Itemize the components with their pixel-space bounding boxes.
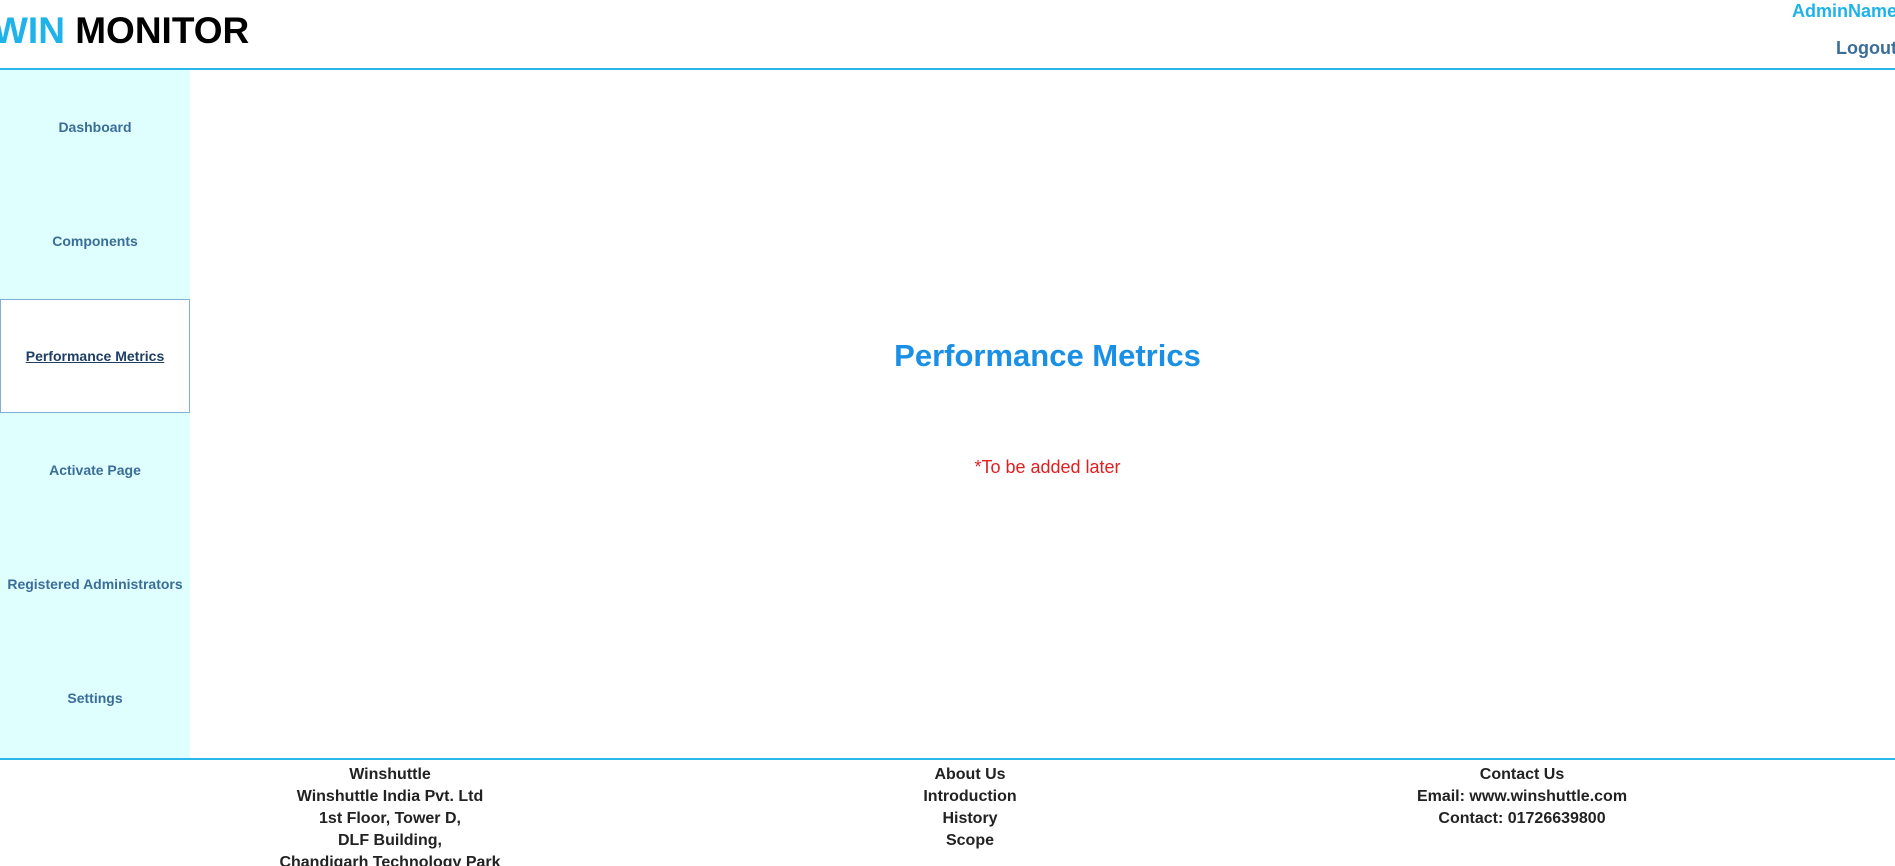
footer-company-heading: Winshuttle — [349, 766, 431, 783]
footer-contact-heading: Contact Us — [1479, 766, 1565, 783]
footer-contact: Contact Us Email: www.winshuttle.com Con… — [1322, 764, 1722, 830]
footer-company-line: Chandigarh Technology Park — [279, 854, 501, 866]
footer-about: About Us Introduction History Scope — [770, 764, 1170, 852]
footer-company: Winshuttle Winshuttle India Pvt. Ltd 1st… — [190, 764, 590, 866]
logo-win-text: WIN — [0, 10, 65, 51]
sidebar-item-dashboard[interactable]: Dashboard — [58, 119, 132, 135]
sidebar-item-registered-administrators[interactable]: Registered Administrators — [7, 576, 183, 592]
footer-contact-email: Email: www.winshuttle.com — [1416, 788, 1628, 805]
logo-monitor-text: MONITOR — [64, 10, 250, 51]
page-title: Performance Metrics — [894, 338, 1201, 373]
footer-link-scope[interactable]: Scope — [945, 832, 994, 849]
placeholder-note: *To be added later — [974, 457, 1121, 477]
logout-link[interactable]: Logout — [1836, 38, 1895, 58]
sidebar-item-settings[interactable]: Settings — [67, 690, 123, 706]
sidebar: Dashboard Components Performance Metrics… — [0, 70, 190, 758]
main-content: Performance Metrics *To be added later — [190, 70, 1895, 758]
app-logo[interactable]: WIN MONITOR — [0, 9, 249, 53]
footer-link-introduction[interactable]: Introduction — [923, 788, 1017, 805]
sidebar-item-performance-metrics[interactable]: Performance Metrics — [0, 299, 190, 413]
footer-company-line: 1st Floor, Tower D, — [319, 810, 461, 827]
admin-name[interactable]: AdminName — [1791, 1, 1895, 21]
footer-about-heading: About Us — [934, 766, 1006, 783]
footer-contact-phone: Contact: 01726639800 — [1438, 810, 1606, 827]
header: WIN MONITOR AdminName Logout — [0, 0, 1895, 70]
footer-company-line: DLF Building, — [338, 832, 442, 849]
sidebar-item-activate-page[interactable]: Activate Page — [49, 462, 141, 478]
footer-company-line: Winshuttle India Pvt. Ltd — [296, 788, 484, 805]
sidebar-item-components[interactable]: Components — [52, 233, 138, 249]
footer-link-history[interactable]: History — [942, 810, 998, 827]
footer: Winshuttle Winshuttle India Pvt. Ltd 1st… — [0, 758, 1895, 866]
